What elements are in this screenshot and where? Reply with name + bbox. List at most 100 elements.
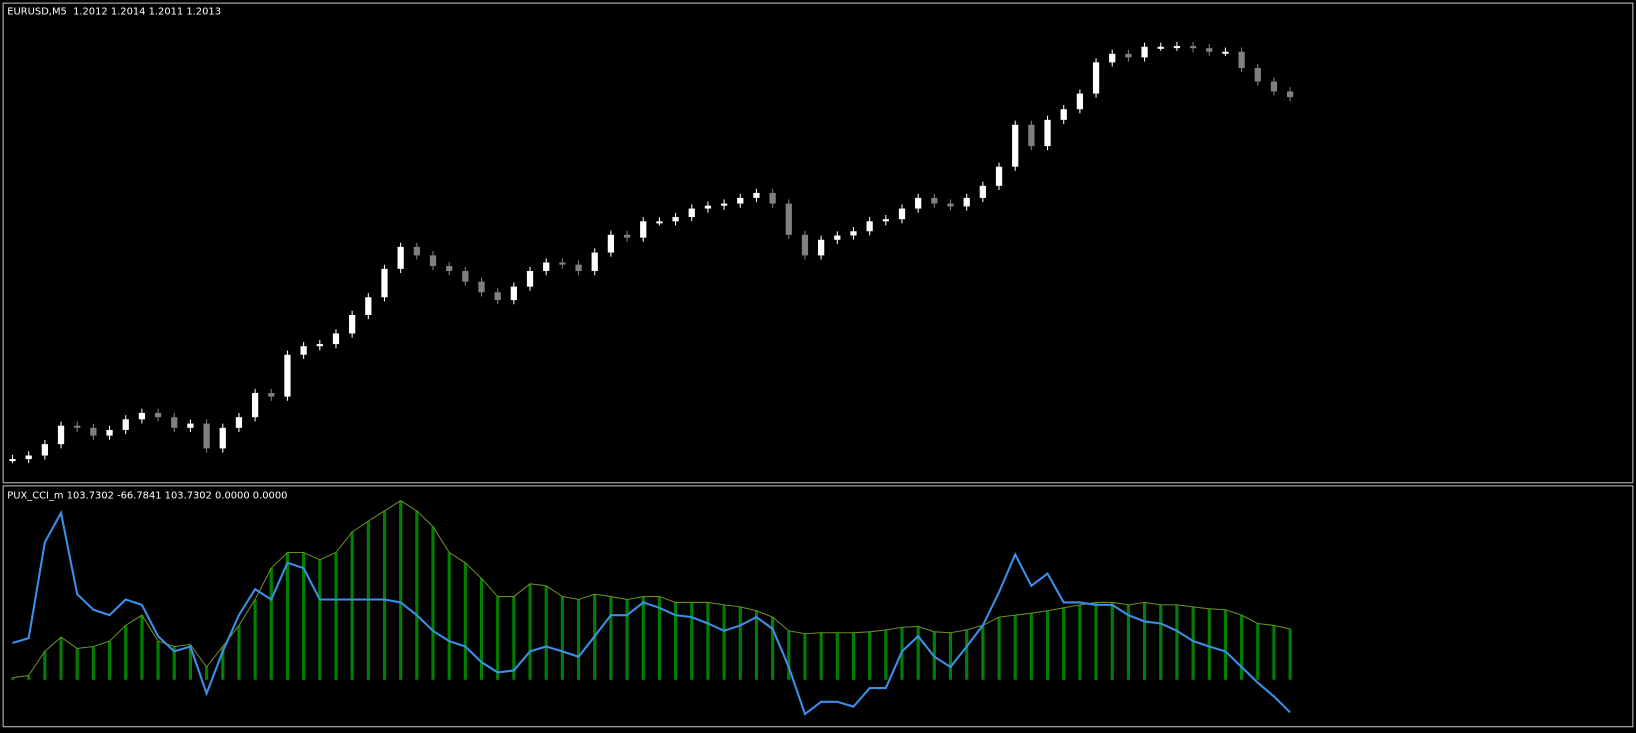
histogram-bar	[382, 510, 387, 680]
candle-body	[753, 192, 760, 198]
histogram-bar	[851, 632, 856, 680]
candle-body	[316, 344, 323, 347]
histogram-bar	[1143, 602, 1147, 680]
candle-body	[154, 412, 162, 418]
histogram-bar	[1256, 623, 1260, 680]
candle-body	[979, 185, 986, 198]
candle-body	[74, 425, 81, 428]
candle-body	[1044, 119, 1051, 147]
candle-body	[931, 197, 938, 204]
histogram-bar	[237, 625, 241, 680]
histogram-bar	[140, 615, 144, 680]
candle-body	[1012, 124, 1019, 167]
candle-body	[284, 354, 291, 397]
candle-body	[898, 208, 906, 220]
histogram-bar	[787, 630, 791, 680]
histogram-bar	[1223, 609, 1227, 680]
candle-body	[122, 419, 129, 430]
candle-body	[640, 221, 647, 238]
candle-body	[575, 264, 582, 271]
histogram-bar	[1175, 604, 1179, 680]
candle-body	[704, 205, 712, 209]
candle-body	[559, 262, 566, 265]
candle-body	[429, 255, 437, 267]
candle-body	[1254, 68, 1261, 82]
histogram-bar	[1029, 613, 1033, 680]
cci-line	[12, 509, 1291, 716]
histogram-bar	[205, 667, 209, 680]
histogram-bar	[771, 617, 775, 680]
histogram-bar	[285, 552, 290, 680]
candle-body	[1125, 53, 1132, 58]
histogram-bar	[75, 648, 79, 680]
candle-body	[526, 270, 534, 287]
histogram-bar	[1110, 602, 1114, 680]
histogram-bar	[576, 599, 581, 680]
candle-body	[688, 208, 695, 218]
candle-body	[1076, 93, 1084, 110]
candle-body	[106, 429, 113, 436]
histogram-bar	[981, 625, 985, 680]
candle-body	[171, 417, 178, 428]
candle-body	[623, 234, 631, 238]
candle-body	[41, 444, 48, 456]
histogram-bar	[512, 596, 516, 680]
candle-body	[1028, 124, 1035, 147]
histogram-bar	[803, 633, 807, 680]
histogram-bar	[884, 629, 888, 680]
candle-body	[915, 197, 922, 209]
histogram-bar	[641, 596, 645, 680]
price-pane	[2, 2, 1634, 484]
candle-body	[720, 203, 728, 206]
histogram-bar	[253, 599, 257, 680]
histogram-bar	[172, 646, 176, 680]
histogram-bar	[1062, 607, 1066, 680]
candle-body	[478, 281, 485, 293]
candle-body	[1141, 46, 1148, 58]
candle-body	[381, 268, 388, 298]
histogram-bar	[350, 531, 354, 680]
histogram-bar	[997, 617, 1001, 680]
histogram-bar	[1207, 608, 1211, 680]
candle-body	[413, 246, 420, 256]
candle-body	[251, 393, 259, 418]
histogram-bar	[496, 596, 500, 680]
histogram-bar	[544, 585, 548, 680]
candle-body	[1238, 51, 1245, 69]
candle-body	[1060, 109, 1067, 120]
candle-body	[1189, 46, 1197, 49]
histogram-bar	[43, 651, 47, 680]
candle-body	[656, 221, 663, 224]
candle-body	[397, 246, 404, 269]
candle-body	[850, 231, 857, 236]
candle-body	[446, 266, 453, 271]
candle-body	[785, 203, 792, 235]
candle-body	[1206, 48, 1213, 52]
histogram-bar	[690, 602, 694, 680]
histogram-bar	[674, 602, 678, 680]
histogram-bar	[1159, 604, 1163, 680]
candle-body	[9, 459, 16, 462]
candle-body	[947, 203, 954, 207]
candle-body	[672, 217, 679, 222]
histogram-bar	[948, 632, 953, 680]
candle-body	[882, 219, 889, 222]
histogram-bar	[916, 626, 920, 680]
candle-body	[462, 270, 469, 282]
candle-body	[818, 239, 825, 256]
candle-body	[235, 417, 243, 428]
histogram-bar	[609, 596, 613, 680]
candle-body	[607, 234, 615, 253]
candle-body	[543, 262, 550, 271]
histogram-bar	[722, 604, 726, 680]
histogram-bar	[269, 568, 273, 680]
histogram-bar	[835, 632, 839, 680]
histogram-bar	[399, 500, 403, 680]
histogram-bar	[1288, 628, 1292, 680]
histogram-bar	[318, 559, 322, 680]
candle-body	[1109, 53, 1116, 63]
candle-body	[1157, 46, 1164, 49]
candle-body	[995, 166, 1003, 186]
candle-body	[219, 427, 226, 449]
candle-body	[138, 412, 146, 420]
